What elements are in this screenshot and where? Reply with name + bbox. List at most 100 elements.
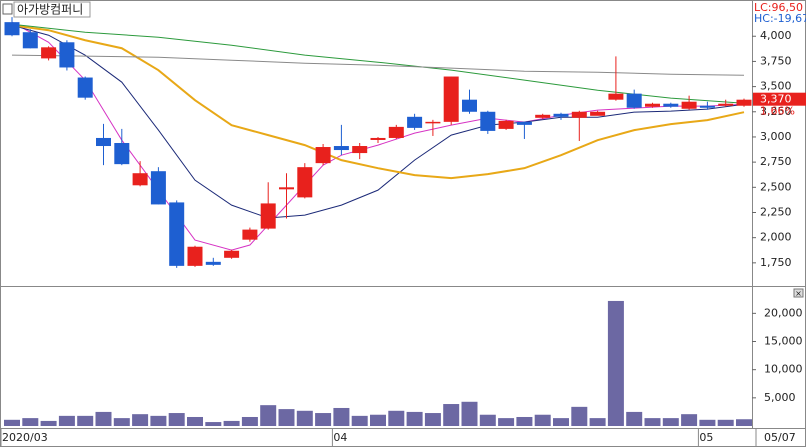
candle-body — [553, 113, 569, 117]
volume-bar — [424, 413, 441, 426]
moving-average-line — [11, 24, 745, 180]
y-tick-label: 3,000 — [760, 130, 792, 143]
volume-bar — [553, 418, 569, 426]
candle-body — [224, 250, 240, 258]
volume-bar — [443, 404, 460, 426]
candle-body — [663, 103, 679, 107]
volume-bar — [388, 410, 405, 426]
volume-bar — [516, 416, 533, 426]
candle-body — [150, 171, 166, 205]
y-tick-label: 2,250 — [760, 205, 792, 218]
candle-body — [516, 121, 532, 125]
volume-bar — [58, 415, 75, 426]
panel-icon[interactable] — [2, 3, 13, 15]
volume-bar — [571, 406, 588, 426]
volume-bar — [589, 418, 606, 426]
volume-bar — [168, 413, 185, 426]
volume-bar — [132, 414, 149, 426]
x-tick-label: 05 — [699, 431, 713, 444]
volume-bar — [333, 407, 350, 426]
volume-bar — [205, 422, 222, 426]
end-date-label: 05/07 — [764, 431, 796, 444]
moving-average-line — [11, 24, 745, 219]
candle-body — [645, 103, 660, 107]
moving-average-line — [11, 54, 745, 76]
volume-bar — [150, 415, 167, 426]
candle-body — [279, 187, 294, 190]
candle-body — [681, 101, 697, 109]
candle-body — [205, 261, 221, 265]
volume-bar — [40, 420, 57, 426]
volume-bar — [461, 401, 478, 426]
candle-body — [626, 93, 642, 108]
volume-bar — [351, 415, 368, 426]
candle-body — [132, 173, 148, 186]
candle-body — [77, 77, 93, 98]
candle-body — [4, 22, 20, 36]
volume-bar — [77, 415, 94, 426]
moving-average-line — [11, 23, 745, 104]
candle-body — [297, 167, 313, 198]
candle-body — [96, 137, 111, 147]
candle-body — [370, 137, 386, 140]
indicator-label: HC:-19,67 — [754, 12, 806, 25]
x-tick-label: 04 — [333, 431, 347, 444]
volume-bar — [296, 410, 313, 426]
candle-body — [498, 120, 514, 129]
y-tick-label: 3,750 — [760, 54, 792, 67]
x-tick-label: 2020/03 — [2, 431, 48, 444]
candle-body — [608, 93, 624, 100]
volume-bar — [315, 413, 332, 426]
volume-bar — [223, 420, 240, 426]
y-tick-label: 20,000 — [764, 306, 803, 319]
volume-bar — [644, 418, 661, 426]
y-tick-label: 2,500 — [760, 180, 792, 193]
volume-bar — [406, 411, 423, 426]
volume-bar — [370, 414, 386, 426]
candle-body — [333, 146, 349, 151]
volume-bar — [607, 300, 624, 426]
close-panel-icon[interactable] — [793, 288, 804, 298]
candle-body — [388, 126, 404, 138]
volume-bar — [534, 414, 551, 426]
volume-bar — [4, 419, 20, 426]
change-label: 1.66% — [760, 105, 795, 118]
volume-bar — [699, 419, 716, 426]
candle-body — [425, 121, 441, 124]
candle-body — [22, 32, 38, 49]
close-icon-glyph: × — [795, 289, 802, 298]
last-price-box — [753, 92, 806, 106]
y-tick-label: 3,500 — [760, 80, 792, 93]
y-tick-label: 4,000 — [760, 29, 792, 42]
candle-body — [41, 47, 57, 59]
volume-bar — [241, 416, 258, 426]
candle-body — [718, 103, 734, 106]
candle-body — [407, 116, 423, 128]
candle-body — [352, 146, 368, 154]
volume-bar — [498, 418, 515, 426]
y-tick-label: 1,750 — [760, 256, 792, 269]
candle-body — [480, 111, 496, 131]
candle-body — [535, 114, 551, 118]
y-tick-label: 10,000 — [764, 363, 803, 376]
volume-bar — [187, 416, 203, 426]
candle-body — [242, 229, 258, 240]
title-box — [13, 1, 91, 18]
candle-body — [736, 99, 752, 106]
candle-body — [187, 246, 203, 266]
volume-bar — [22, 418, 39, 426]
volume-bar — [113, 418, 130, 426]
candle-body — [462, 99, 477, 112]
y-tick-label: 2,000 — [760, 231, 792, 244]
candle-body — [59, 42, 75, 68]
volume-bar — [736, 419, 752, 426]
candle-body — [590, 111, 606, 116]
y-tick-label: 5,000 — [764, 391, 796, 404]
candle-body — [699, 105, 715, 108]
chart-title: 아가방컴퍼니 — [17, 3, 83, 17]
candle-body — [260, 203, 276, 229]
volume-bar — [626, 411, 643, 426]
volume-bar — [260, 405, 277, 426]
